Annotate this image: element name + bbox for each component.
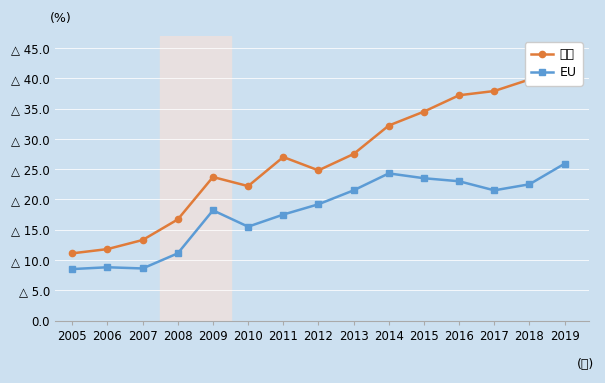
EU: [139, 266, 146, 271]
Text: (年): (年): [577, 358, 595, 371]
英国: [280, 155, 287, 159]
EU: [420, 176, 428, 180]
EU: [456, 179, 463, 183]
EU: [350, 188, 357, 193]
Line: 英国: 英国: [69, 74, 567, 257]
英国: [526, 77, 533, 82]
EU: [104, 265, 111, 270]
EU: [209, 208, 217, 213]
EU: [280, 212, 287, 217]
EU: [526, 182, 533, 187]
EU: [174, 251, 182, 255]
英国: [420, 109, 428, 114]
Text: (%): (%): [50, 11, 71, 25]
EU: [561, 161, 568, 166]
英国: [456, 93, 463, 98]
英国: [174, 217, 182, 222]
Legend: 英国, EU: 英国, EU: [525, 42, 583, 86]
英国: [139, 238, 146, 242]
EU: [491, 188, 498, 193]
EU: [385, 171, 393, 176]
英国: [315, 168, 322, 173]
EU: [244, 224, 252, 229]
英国: [491, 89, 498, 93]
英国: [69, 251, 76, 255]
英国: [104, 247, 111, 251]
英国: [209, 175, 217, 179]
英国: [385, 123, 393, 128]
英国: [350, 152, 357, 156]
英国: [561, 74, 568, 79]
英国: [244, 184, 252, 188]
EU: [69, 267, 76, 272]
EU: [315, 202, 322, 206]
Line: EU: EU: [69, 160, 567, 272]
Bar: [160, 36, 231, 321]
